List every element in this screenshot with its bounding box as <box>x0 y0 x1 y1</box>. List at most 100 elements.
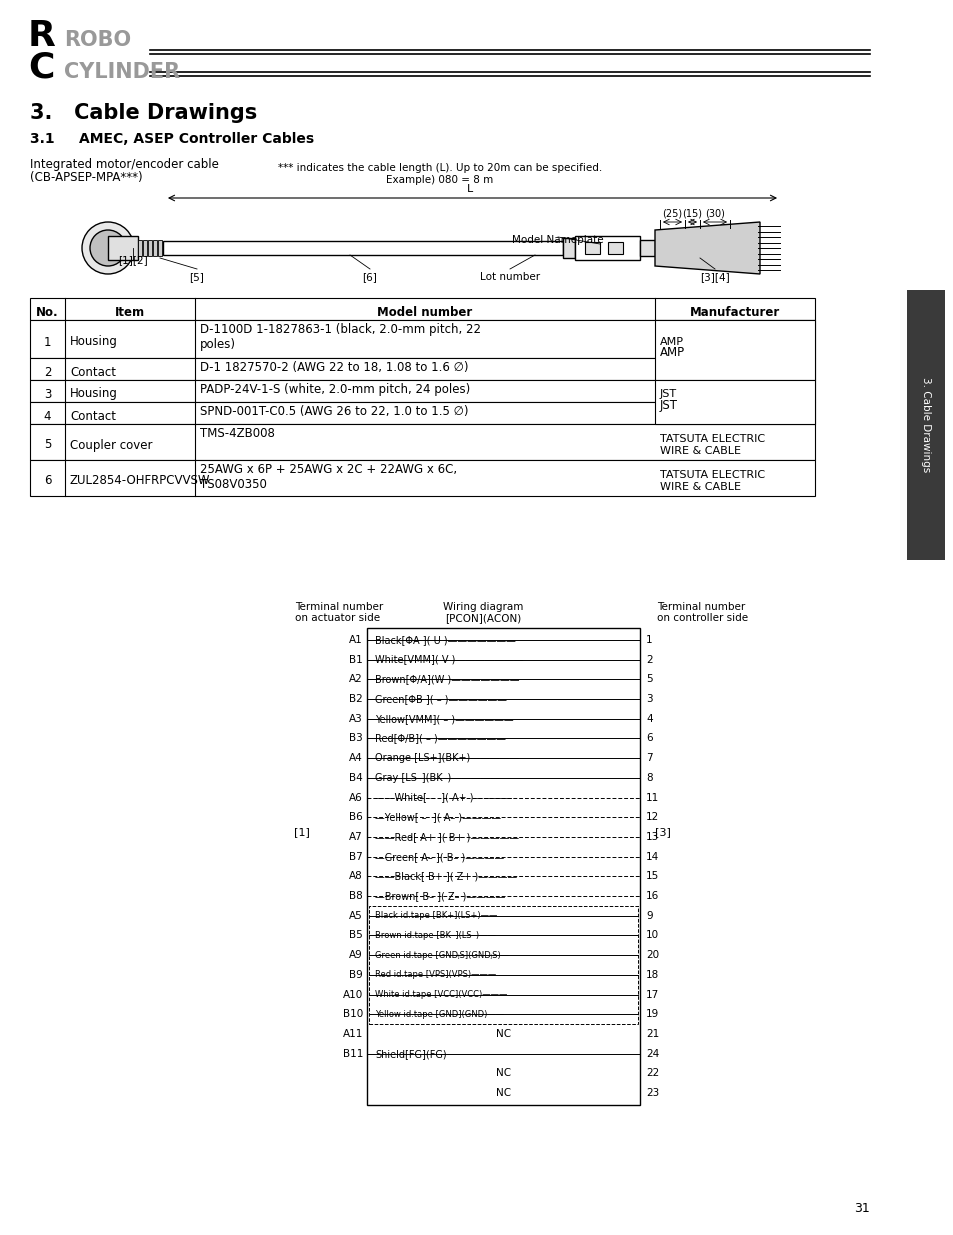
Text: Contact: Contact <box>70 410 116 422</box>
Bar <box>562 238 575 258</box>
Text: A11: A11 <box>342 1029 363 1039</box>
Text: 1: 1 <box>44 336 51 348</box>
Text: Black id.tape [BK+](LS+)——: Black id.tape [BK+](LS+)—— <box>375 911 497 920</box>
Text: A4: A4 <box>349 753 363 763</box>
Text: A3: A3 <box>349 714 363 724</box>
Text: Item: Item <box>114 306 145 320</box>
Text: Manufacturer: Manufacturer <box>689 306 780 320</box>
Text: 3: 3 <box>44 388 51 400</box>
Text: Shield[FG](FG): Shield[FG](FG) <box>375 1049 446 1058</box>
Text: 21: 21 <box>645 1029 659 1039</box>
Text: Integrated motor/encoder cable: Integrated motor/encoder cable <box>30 158 218 170</box>
Text: CYLINDER: CYLINDER <box>64 62 180 82</box>
Bar <box>367 629 639 1105</box>
Text: Terminal number: Terminal number <box>657 601 744 613</box>
Text: B3: B3 <box>349 734 363 743</box>
Text: 4: 4 <box>645 714 652 724</box>
Text: A2: A2 <box>349 674 363 684</box>
Text: NC: NC <box>496 1088 511 1098</box>
Text: A8: A8 <box>349 872 363 882</box>
Text: TMS-4ZB008: TMS-4ZB008 <box>200 427 274 440</box>
Bar <box>148 240 152 256</box>
Text: (30): (30) <box>704 207 724 219</box>
Text: NC: NC <box>496 1068 511 1078</box>
Text: B11: B11 <box>342 1049 363 1058</box>
Text: [PCON](ACON): [PCON](ACON) <box>444 613 520 622</box>
Bar <box>30 403 814 424</box>
Text: —Green[ A– ]( B– )————: —Green[ A– ]( B– )———— <box>375 852 504 862</box>
Text: [3][4]: [3][4] <box>700 272 729 282</box>
Text: —Brown[ B– ]( Z– )————: —Brown[ B– ]( Z– )———— <box>375 892 505 902</box>
Text: B7: B7 <box>349 852 363 862</box>
Text: 15: 15 <box>645 872 659 882</box>
Bar <box>143 240 147 256</box>
Text: Yellow[VMM]( – )——————: Yellow[VMM]( – )—————— <box>375 714 513 724</box>
Text: 17: 17 <box>645 989 659 999</box>
Text: [5]: [5] <box>190 272 204 282</box>
Text: Brown id.tape [BK–](LS–)——: Brown id.tape [BK–](LS–)—— <box>375 931 496 940</box>
Text: 14: 14 <box>645 852 659 862</box>
Text: White id.tape [VCC](VCC)———: White id.tape [VCC](VCC)——— <box>375 990 507 999</box>
Circle shape <box>90 230 126 266</box>
Text: 22: 22 <box>645 1068 659 1078</box>
Text: L: L <box>466 184 473 194</box>
Text: on controller side: on controller side <box>657 613 747 622</box>
Text: Black[ΦA ]( U )———————: Black[ΦA ]( U )——————— <box>375 635 516 645</box>
Text: White[VMM]( V )———————: White[VMM]( V )——————— <box>375 655 523 664</box>
Text: Housing: Housing <box>70 388 118 400</box>
Text: [1][2]: [1][2] <box>118 254 148 266</box>
Circle shape <box>82 222 133 274</box>
Text: 19: 19 <box>645 1009 659 1019</box>
Text: PADP-24V-1-S (white, 2.0-mm pitch, 24 poles): PADP-24V-1-S (white, 2.0-mm pitch, 24 po… <box>200 383 470 396</box>
Text: No.: No. <box>36 306 59 320</box>
Bar <box>584 242 599 254</box>
Text: Red id.tape [VPS](VPS)———: Red id.tape [VPS](VPS)——— <box>375 971 496 979</box>
Text: Yellow id.tape [GND](GND)——: Yellow id.tape [GND](GND)—— <box>375 1010 503 1019</box>
Text: 6: 6 <box>44 474 51 488</box>
Text: Red[Φ/B]( – )———————: Red[Φ/B]( – )——————— <box>375 734 505 743</box>
Text: Brown[Φ/A](W )———————: Brown[Φ/A](W )——————— <box>375 674 519 684</box>
Text: 8: 8 <box>645 773 652 783</box>
Text: D-1100D 1-1827863-1 (black, 2.0-mm pitch, 22
poles): D-1100D 1-1827863-1 (black, 2.0-mm pitch… <box>200 324 480 351</box>
Text: AMP: AMP <box>659 337 683 347</box>
Text: ZUL2854-OHFRPCVVSW: ZUL2854-OHFRPCVVSW <box>70 474 211 488</box>
Bar <box>163 241 562 254</box>
Text: *** indicates the cable length (L). Up to 20m can be specified.
Example) 080 = 8: *** indicates the cable length (L). Up t… <box>277 163 601 184</box>
Text: Terminal number: Terminal number <box>294 601 383 613</box>
Text: 3.1     AMEC, ASEP Controller Cables: 3.1 AMEC, ASEP Controller Cables <box>30 132 314 146</box>
Polygon shape <box>655 222 760 274</box>
Text: 3: 3 <box>645 694 652 704</box>
Text: B8: B8 <box>349 892 363 902</box>
Text: 23: 23 <box>645 1088 659 1098</box>
Bar <box>30 358 814 380</box>
Text: [3]: [3] <box>655 827 670 837</box>
Text: 7: 7 <box>645 753 652 763</box>
Text: Housing: Housing <box>70 336 118 348</box>
Text: [6]: [6] <box>362 272 377 282</box>
Text: A7: A7 <box>349 832 363 842</box>
Text: AMP: AMP <box>659 347 684 359</box>
Bar <box>30 298 814 320</box>
Text: R: R <box>28 19 56 53</box>
Text: B2: B2 <box>349 694 363 704</box>
Text: A6: A6 <box>349 793 363 803</box>
Text: 13: 13 <box>645 832 659 842</box>
Text: on actuator side: on actuator side <box>294 613 379 622</box>
Text: TATSUTA ELECTRIC
WIRE & CABLE: TATSUTA ELECTRIC WIRE & CABLE <box>659 471 764 492</box>
Bar <box>138 240 142 256</box>
Text: 1: 1 <box>645 635 652 645</box>
Text: Lot number: Lot number <box>479 272 539 282</box>
Text: 3.   Cable Drawings: 3. Cable Drawings <box>30 103 257 124</box>
Text: SPND-001T-C0.5 (AWG 26 to 22, 1.0 to 1.5 ∅): SPND-001T-C0.5 (AWG 26 to 22, 1.0 to 1.5… <box>200 405 468 417</box>
Text: Green id.tape [GNDⱼS](GNDⱼS)—: Green id.tape [GNDⱼS](GNDⱼS)— <box>375 951 509 960</box>
Bar <box>655 380 814 424</box>
Text: Orange [LS+](BK+)—————: Orange [LS+](BK+)————— <box>375 753 518 763</box>
Text: (CB-APSEP-MPA***): (CB-APSEP-MPA***) <box>30 170 143 184</box>
Text: JST: JST <box>659 389 677 399</box>
Text: 10: 10 <box>645 930 659 941</box>
Text: Green[ΦB ]( – )——————: Green[ΦB ]( – )—————— <box>375 694 506 704</box>
Text: ——White[ –  ]( A+ )————: ——White[ – ]( A+ )———— <box>375 793 512 803</box>
Text: 5: 5 <box>44 438 51 452</box>
Text: 6: 6 <box>645 734 652 743</box>
Text: ——Red[ A+ ]( B+ )—————: ——Red[ A+ ]( B+ )————— <box>375 832 518 842</box>
